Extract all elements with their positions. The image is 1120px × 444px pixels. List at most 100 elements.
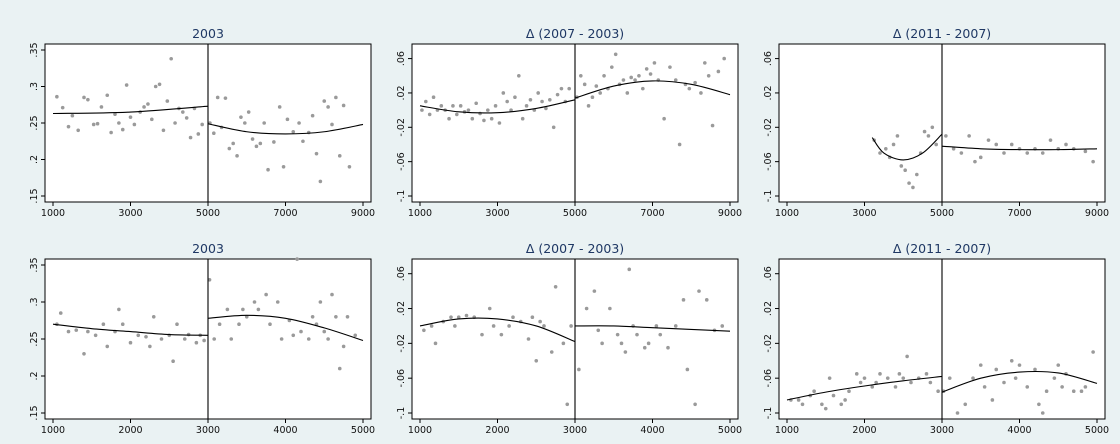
y-tick-label: .3 [29,82,40,91]
x-tick-label: 2000 [485,425,509,436]
data-point [971,376,975,380]
data-point [610,65,614,69]
data-point [169,56,173,61]
data-point [561,341,566,346]
data-point [843,398,847,402]
data-point [157,82,162,87]
data-point [1009,358,1014,363]
data-point [182,337,187,341]
data-point [128,115,133,119]
data-point [884,146,888,151]
data-point [207,278,212,282]
data-point [930,125,935,130]
data-point [1083,149,1088,154]
data-point [973,159,977,164]
data-point [272,140,276,144]
data-point [93,333,98,338]
data-point [433,341,438,346]
data-point [658,332,663,337]
data-point [615,332,620,337]
y-tick-label: .02 [763,85,774,100]
data-point [173,121,177,125]
data-point [281,165,286,169]
data-point [538,319,542,324]
data-point [1040,411,1045,415]
data-point [646,341,651,346]
data-point [555,92,560,97]
fit-curve [419,99,576,114]
data-point [480,332,484,337]
data-point [148,344,152,349]
data-point [223,96,228,100]
data-point [200,122,204,127]
data-point [82,95,86,100]
x-tick-label: 7000 [640,208,664,219]
data-point [334,95,338,100]
data-point [1009,142,1014,147]
data-point [891,142,896,147]
data-point [188,135,193,140]
data-point [548,98,552,102]
data-point [1064,142,1068,147]
y-tick-label: -.02 [763,118,774,137]
x-tick-label: 1000 [408,425,432,436]
y-tick-label: -.06 [396,152,407,171]
data-point [262,121,266,125]
x-tick-label: 9000 [351,208,375,219]
data-point [926,134,931,138]
y-tick-label: .3 [29,297,40,306]
data-point [944,134,948,138]
data-point [322,99,327,103]
data-point [345,315,350,319]
data-point [159,337,164,341]
data-point [899,164,904,168]
data-point [915,172,919,177]
data-point [86,97,90,102]
x-tick-label: 5000 [718,425,742,436]
y-tick-label: .35 [29,257,40,272]
x-tick-label: 9000 [1085,208,1109,219]
data-point [347,165,352,169]
x-tick-label: 3000 [485,208,509,219]
y-tick-label: .06 [763,266,774,281]
data-point [530,315,535,320]
data-point [627,267,632,272]
data-point [602,73,606,78]
data-point [470,116,475,121]
x-tick-label: 3000 [196,425,220,436]
data-point [334,315,338,319]
data-point [194,340,199,345]
fit-curve [52,105,209,115]
y-tick-label: .25 [29,115,40,130]
data-point [427,112,432,117]
data-point [895,134,900,138]
data-point [254,144,259,149]
data-point [673,324,678,328]
data-point [451,104,455,108]
x-tick-label: 1000 [775,208,799,219]
y-tick-label: -.06 [763,369,774,388]
data-point [924,372,929,376]
data-point [225,307,230,312]
data-point [909,380,913,385]
y-tick-label: .06 [396,266,407,281]
data-point [326,337,330,341]
data-point [455,112,459,117]
data-point [854,372,859,376]
data-point [982,385,987,389]
data-point [901,376,906,380]
data-point [212,131,216,136]
data-point [629,75,633,80]
data-point [635,332,639,337]
data-point [464,313,469,318]
data-point [117,121,121,125]
y-tick-label: -.06 [763,152,774,171]
panel-3: Δ (2011 - 2007) 1000 3000 5000 7000 9000 -.1 -.… [763,26,1109,219]
data-point [526,337,531,341]
data-point [353,333,358,338]
data-point [511,315,515,320]
data-point [117,307,121,312]
data-point [641,86,645,91]
data-point [524,104,529,108]
data-point [936,389,940,394]
